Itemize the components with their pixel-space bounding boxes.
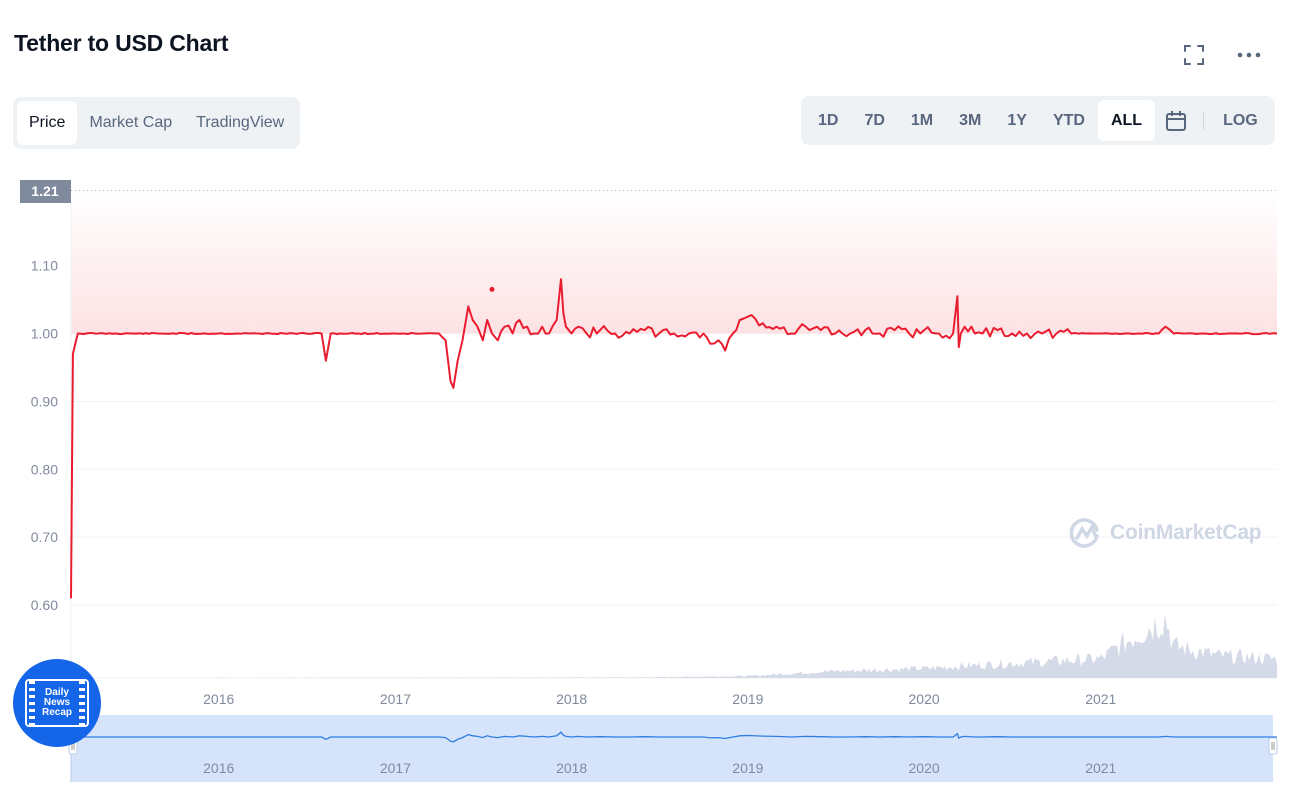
fullscreen-icon[interactable] <box>1179 40 1209 70</box>
badge-line-2: News <box>43 697 71 708</box>
y-tick-label: 1.00 <box>31 326 58 342</box>
range-ytd[interactable]: YTD <box>1052 111 1085 129</box>
range-tabs: 1D 7D 1M 3M 1Y YTD ALL LOG <box>801 96 1275 145</box>
y-tick-label: 1.10 <box>31 258 58 274</box>
navigator-tick-label: 2020 <box>909 760 940 776</box>
range-1d[interactable]: 1D <box>818 111 839 129</box>
volume-histogram <box>71 613 1277 678</box>
tab-price[interactable]: Price <box>17 101 78 145</box>
navigator-line <box>70 731 1277 743</box>
current-price-label: 1.21 <box>31 183 58 199</box>
current-price-box <box>20 180 71 203</box>
x-tick-label: 2016 <box>203 691 234 707</box>
navigator-tick-label: 2016 <box>203 760 234 776</box>
x-tick-label: 2019 <box>732 691 763 707</box>
coinmarketcap-logo-icon <box>1069 518 1099 548</box>
page-title: Tether to USD Chart <box>14 30 229 56</box>
y-tick-label: 0.70 <box>31 529 58 545</box>
y-tick-label: 0.80 <box>31 461 58 477</box>
navigator-tick-label: 2018 <box>556 760 587 776</box>
y-tick-label: 0.90 <box>31 393 58 409</box>
toolbar-divider <box>1203 111 1205 130</box>
watermark: CoinMarketCap <box>1068 516 1262 550</box>
range-7d[interactable]: 7D <box>864 111 885 129</box>
view-tabs: Price Market Cap TradingView <box>13 97 301 149</box>
navigator-background <box>71 715 1273 782</box>
navigator-handle-right[interactable] <box>1268 737 1278 755</box>
navigator-tick-label: 2019 <box>732 760 763 776</box>
range-3m[interactable]: 3M <box>959 111 982 129</box>
tab-tradingview[interactable]: TradingView <box>196 114 285 131</box>
price-area-fill <box>71 191 1277 334</box>
log-toggle[interactable]: LOG <box>1223 111 1258 129</box>
range-1y[interactable]: 1Y <box>1007 111 1027 129</box>
range-all[interactable]: ALL <box>1097 100 1156 141</box>
range-1m[interactable]: 1M <box>910 111 934 129</box>
calendar-icon[interactable] <box>1155 100 1197 141</box>
more-icon[interactable] <box>1234 40 1264 70</box>
outlier-point <box>489 286 495 292</box>
watermark-text: CoinMarketCap <box>1110 521 1262 544</box>
navigator-tick-label: 2017 <box>380 760 411 776</box>
x-tick-label: 2017 <box>380 691 411 707</box>
navigator-tick-label: 2021 <box>1085 760 1116 776</box>
tab-market-cap[interactable]: Market Cap <box>89 114 173 131</box>
badge-line-1: Daily <box>45 687 69 698</box>
x-tick-label: 2021 <box>1085 691 1116 707</box>
daily-news-recap-badge[interactable]: Daily News Recap <box>13 659 101 747</box>
y-tick-label: 0.60 <box>31 597 58 613</box>
badge-line-3: Recap <box>41 707 72 718</box>
x-tick-label: 2020 <box>909 691 940 707</box>
price-line <box>70 278 1278 599</box>
x-tick-label: 2018 <box>556 691 587 707</box>
film-icon: Daily News Recap <box>25 679 89 727</box>
